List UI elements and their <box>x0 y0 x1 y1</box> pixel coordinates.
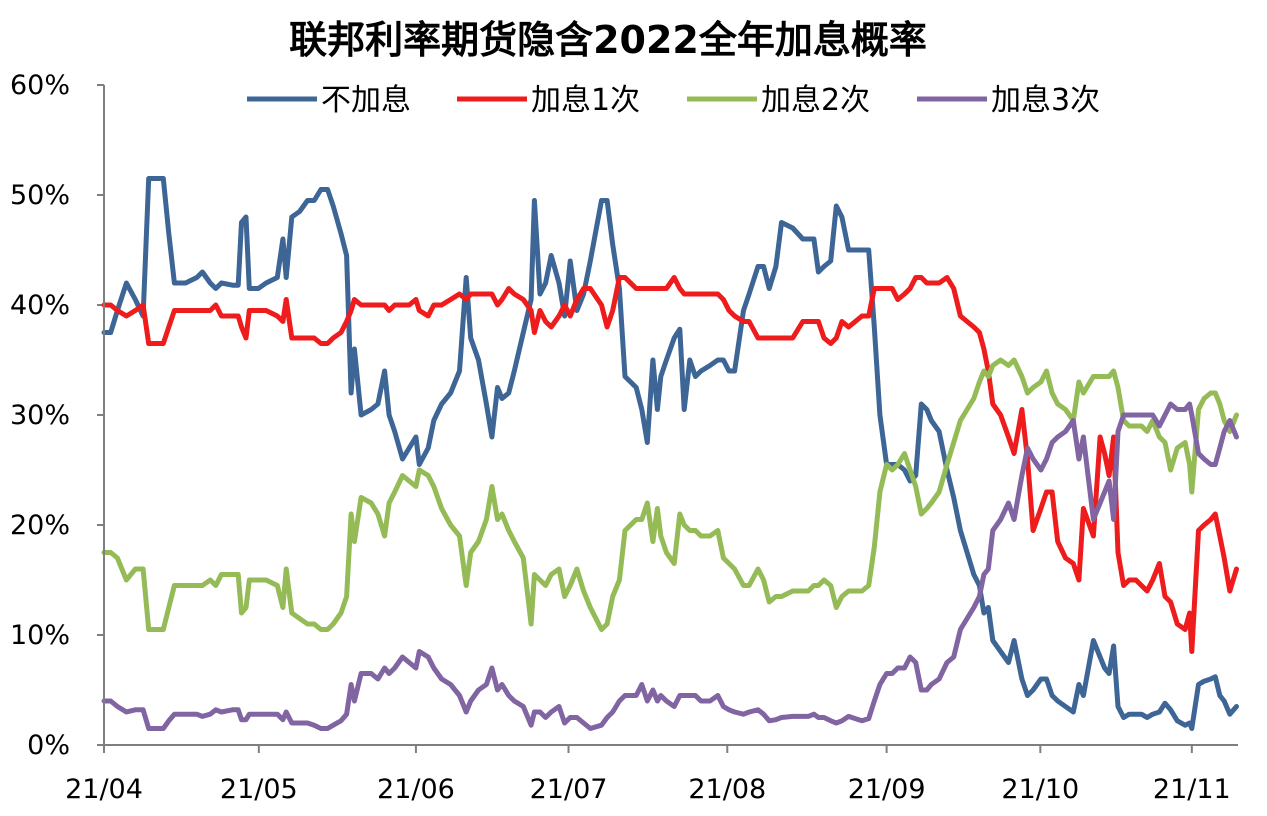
y-tick-label: 20% <box>10 510 70 541</box>
x-tick-label: 21/04 <box>65 774 143 805</box>
x-tick-label: 21/09 <box>848 774 926 805</box>
y-tick-label: 10% <box>10 620 70 651</box>
x-tick-label: 21/11 <box>1153 774 1231 805</box>
x-tick-label: 21/05 <box>220 774 298 805</box>
series-line-4 <box>101 401 1239 731</box>
y-tick-label: 30% <box>10 400 70 431</box>
legend-label-3: 加息2次 <box>761 83 870 118</box>
y-tick-label: 60% <box>10 70 70 101</box>
series-line-3 <box>101 357 1239 632</box>
chart-title: 联邦利率期货隐含2022全年加息概率 <box>289 18 927 62</box>
legend: 不加息 加息1次 加息2次 加息3次 <box>247 83 1100 118</box>
x-tick-label: 21/07 <box>530 774 608 805</box>
legend-label-4: 加息3次 <box>991 83 1100 118</box>
x-tick-label: 21/10 <box>1001 774 1079 805</box>
legend-label-1: 不加息 <box>321 83 411 118</box>
x-tick-label: 21/08 <box>688 774 766 805</box>
x-tick-label: 21/06 <box>377 774 455 805</box>
series-line-2 <box>101 275 1239 654</box>
y-axis-ticks: 0% 10% 20% 30% 40% 50% 60% <box>10 70 104 761</box>
series-line-1 <box>101 176 1239 731</box>
y-tick-label: 50% <box>10 180 70 211</box>
series-lines <box>101 176 1239 731</box>
legend-label-2: 加息1次 <box>531 83 640 118</box>
y-tick-label: 40% <box>10 290 70 321</box>
y-tick-label: 0% <box>27 730 70 761</box>
x-axis-ticks: 21/04 21/05 21/06 21/07 21/08 21/09 21/10 21/11 <box>65 745 1231 805</box>
